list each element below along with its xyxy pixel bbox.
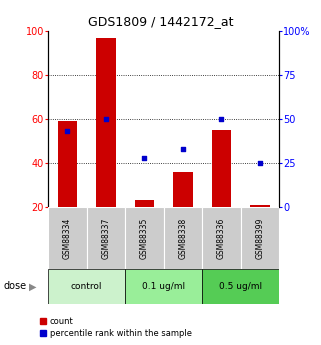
Bar [58, 121, 77, 207]
Text: GSM88336: GSM88336 [217, 217, 226, 259]
Point [103, 116, 108, 122]
Bar [125, 207, 164, 269]
Point [257, 160, 263, 166]
Text: GDS1809 / 1442172_at: GDS1809 / 1442172_at [88, 16, 233, 29]
Point [142, 155, 147, 160]
Bar [164, 207, 202, 269]
Text: 0.1 ug/ml: 0.1 ug/ml [142, 282, 185, 291]
Point [180, 146, 186, 152]
Point [65, 129, 70, 134]
Point [219, 116, 224, 122]
Bar [48, 207, 87, 269]
Bar [173, 172, 193, 207]
Bar [48, 269, 125, 304]
Text: dose: dose [3, 282, 26, 291]
Bar [135, 200, 154, 207]
Bar [202, 269, 279, 304]
Text: GSM88335: GSM88335 [140, 217, 149, 259]
Bar [96, 38, 116, 207]
Text: GSM88337: GSM88337 [101, 217, 110, 259]
Text: GSM88334: GSM88334 [63, 217, 72, 259]
Bar [241, 207, 279, 269]
Legend: count, percentile rank within the sample: count, percentile rank within the sample [36, 314, 195, 341]
Text: GSM88338: GSM88338 [178, 217, 187, 259]
Bar [250, 205, 270, 207]
Bar [87, 207, 125, 269]
Bar [125, 269, 202, 304]
Bar [202, 207, 241, 269]
Text: ▶: ▶ [29, 282, 36, 291]
Text: control: control [71, 282, 102, 291]
Bar [212, 130, 231, 207]
Text: GSM88399: GSM88399 [256, 217, 265, 259]
Text: 0.5 ug/ml: 0.5 ug/ml [219, 282, 262, 291]
